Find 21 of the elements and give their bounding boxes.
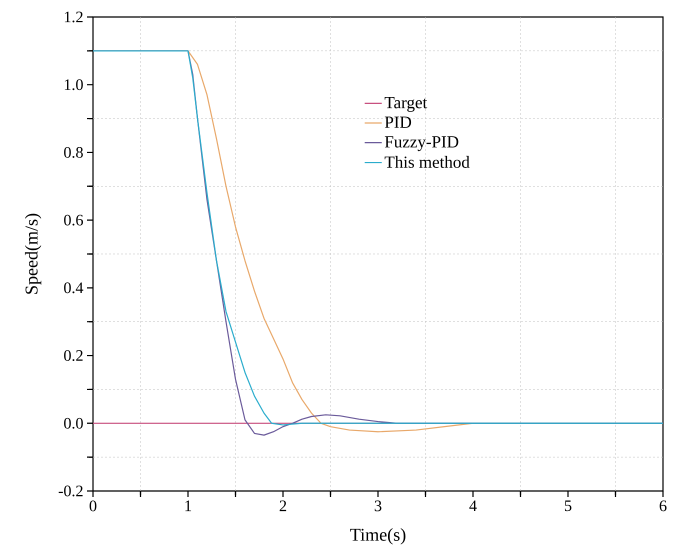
legend-label: PID [384,116,412,128]
y-tick-label: 0.2 [64,350,83,361]
x-axis-title: Time(s) [350,528,406,544]
y-tick-label: 1.2 [64,12,83,22]
legend-label: Target [384,97,428,112]
x-tick-label: 3 [374,500,382,512]
legend-label: This method [384,156,470,168]
y-tick-label: 0.8 [64,146,83,158]
y-tick-label: 0.6 [64,214,83,226]
x-tick-label: 1 [185,500,192,512]
y-tick-label: 0.0 [64,418,83,429]
x-tick-label: 5 [564,500,572,512]
x-tick-label: 2 [280,500,286,512]
legend-label: Fuzzy-PID [384,136,458,152]
y-tick-label: 1.0 [64,79,83,90]
x-tick-label: 0 [90,500,96,512]
x-tick-label: 6 [660,500,667,512]
y-axis-title: Speed(m/s) [24,214,42,294]
y-tick-label: -0.2 [58,486,83,496]
x-tick-label: 4 [469,500,477,512]
y-tick-label: 0.4 [64,282,84,294]
